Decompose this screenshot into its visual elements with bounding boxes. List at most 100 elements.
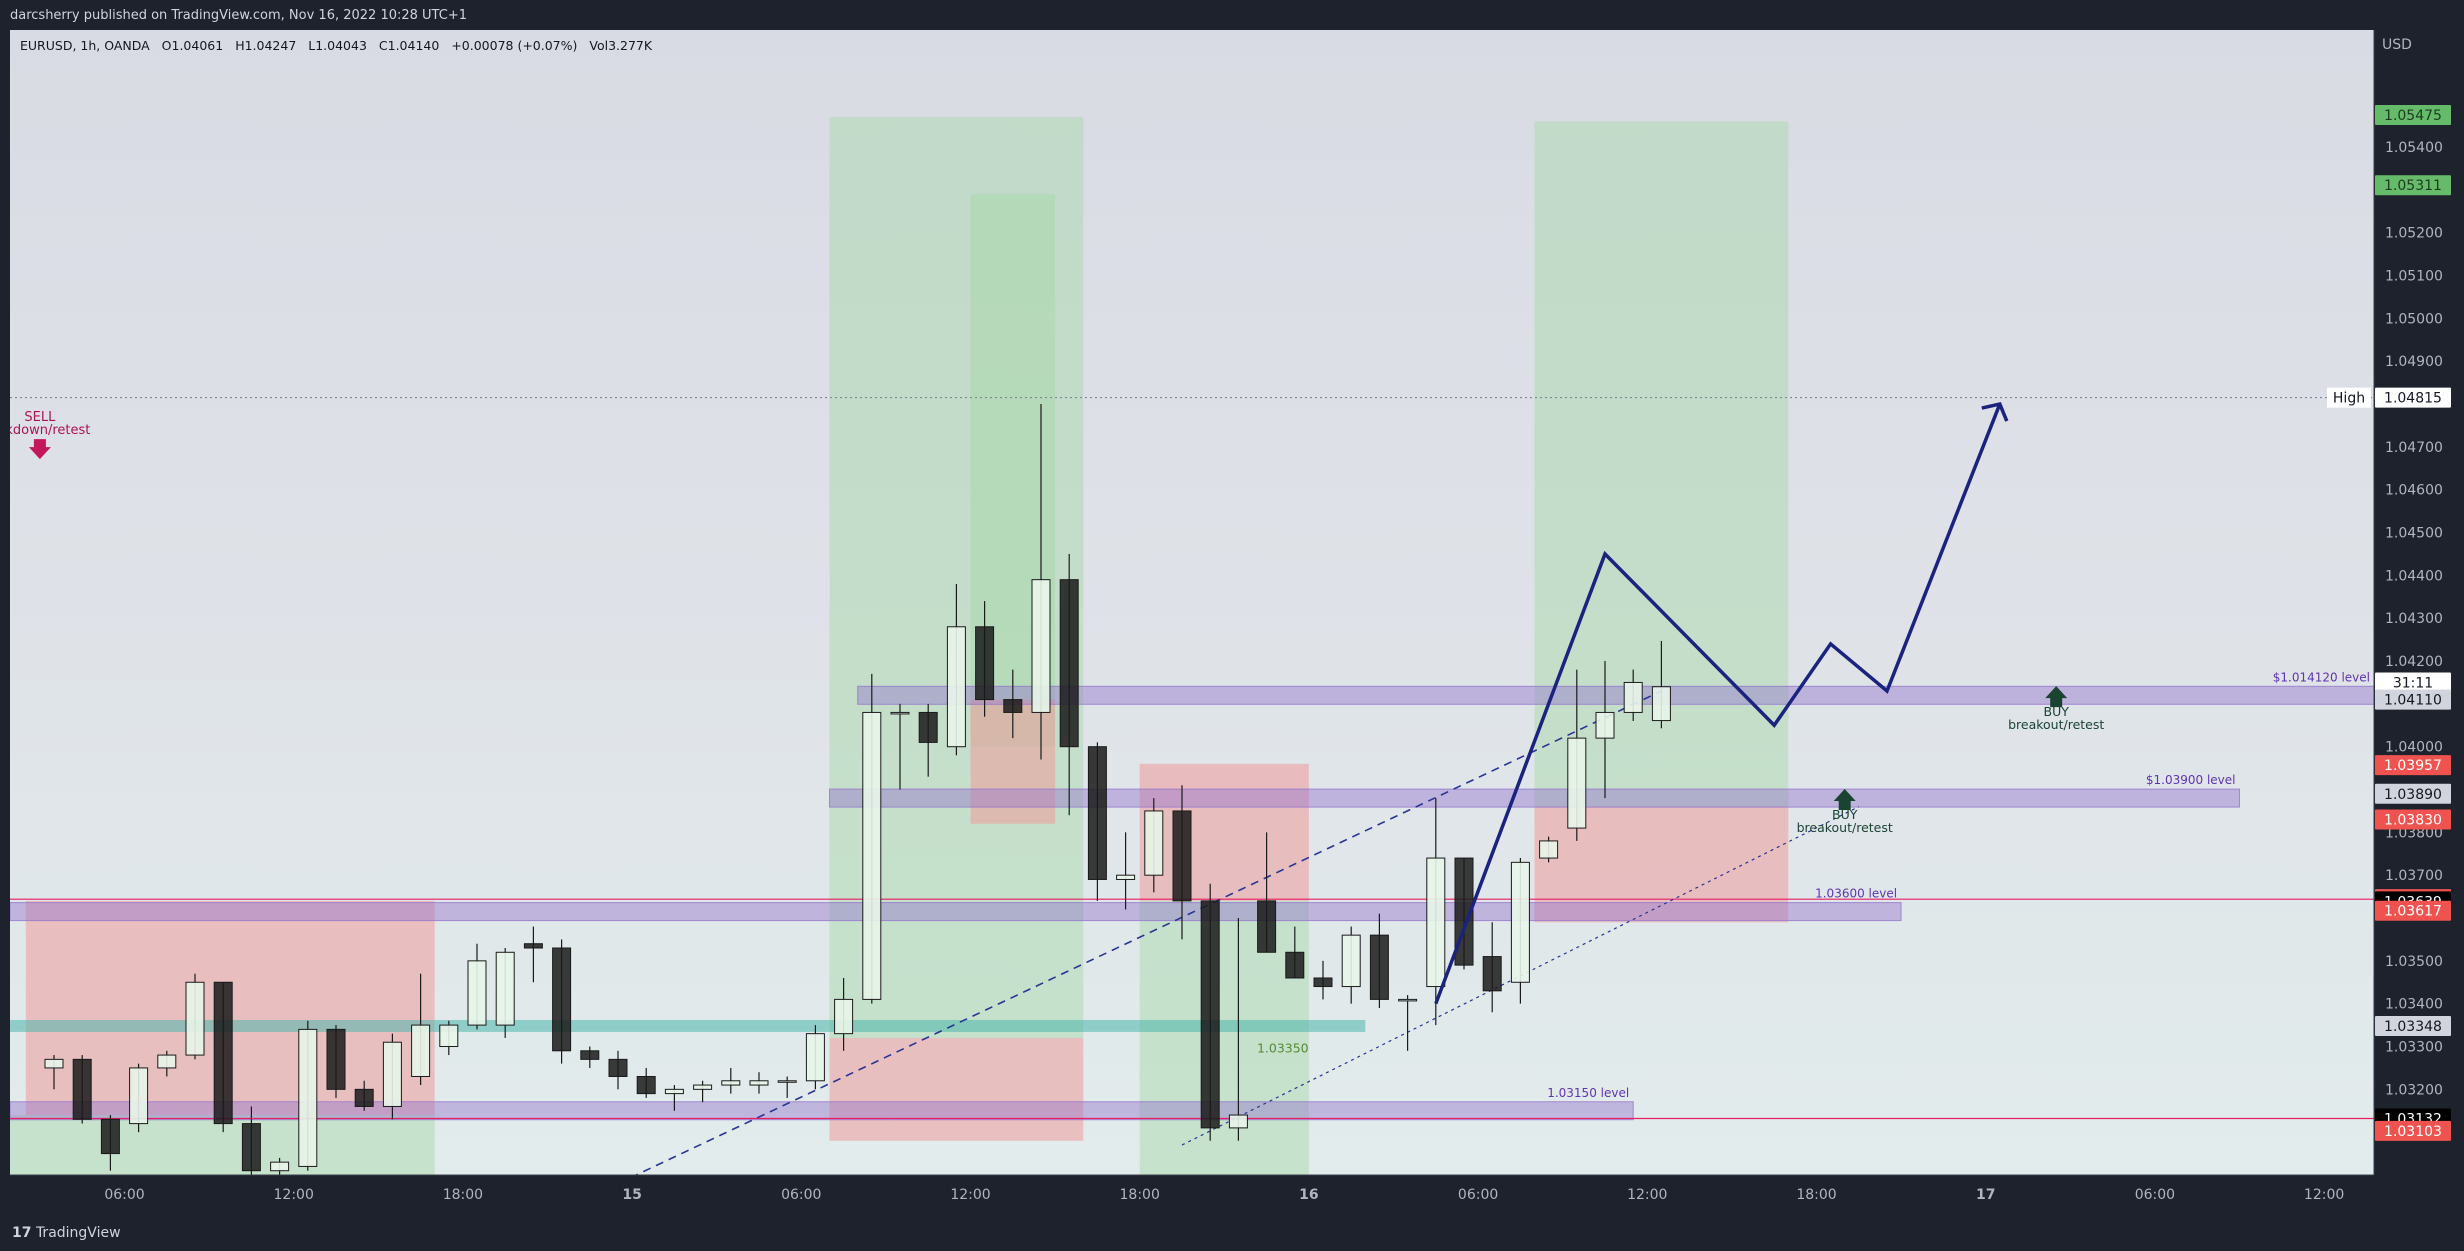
x-tick-label: 12:00 bbox=[1627, 1187, 1667, 1203]
x-tick-label: 06:00 bbox=[1458, 1187, 1498, 1203]
candle-body bbox=[411, 1024, 431, 1077]
y-axis-ticks: 1.05400 1.05200 1.05100 1.05000 1.04900 1.047… bbox=[2385, 140, 2443, 1098]
candle-body bbox=[975, 626, 995, 701]
candle-body bbox=[185, 981, 205, 1056]
x-tick-label: 12:00 bbox=[2304, 1187, 2344, 1203]
candle-body bbox=[157, 1054, 177, 1069]
candle-body bbox=[664, 1088, 684, 1095]
price-tag-bg bbox=[2375, 672, 2451, 693]
price-tag-label: 1.03890 bbox=[2384, 787, 2442, 803]
candle-body bbox=[298, 1028, 318, 1167]
price-tags: 1.05475 1.05311 1.04815 31:11 1.04110 1.03957… bbox=[2375, 104, 2451, 1141]
y-tick-label: 1.03200 bbox=[2385, 1082, 2443, 1098]
legend-change: +0.00078 (+0.07%) bbox=[451, 38, 577, 53]
y-tick-label: 1.04300 bbox=[2385, 611, 2443, 627]
y-tick-label: 1.05000 bbox=[2385, 311, 2443, 327]
price-tag-bg bbox=[2375, 104, 2451, 125]
x-tick-label: 06:00 bbox=[781, 1187, 821, 1203]
price-tag-label: 1.05475 bbox=[2384, 108, 2442, 124]
candle-body bbox=[1257, 900, 1277, 953]
y-tick-label: 1.04700 bbox=[2385, 440, 2443, 456]
x-tick-label: 18:00 bbox=[443, 1187, 483, 1203]
level-band bbox=[9, 1101, 1634, 1121]
buy-arrow-icon bbox=[2045, 686, 2068, 708]
candle-body bbox=[552, 947, 572, 1052]
left-margin bbox=[0, 30, 10, 1175]
x-tick-label: 18:00 bbox=[1120, 1187, 1160, 1203]
candle-body bbox=[354, 1088, 374, 1107]
price-tag-bg bbox=[2375, 1015, 2451, 1036]
candle-body bbox=[129, 1067, 149, 1125]
projection-layer bbox=[1434, 402, 2009, 1005]
candle-body bbox=[1087, 746, 1107, 880]
price-tag-bg bbox=[2375, 689, 2451, 710]
candle-body bbox=[1313, 977, 1333, 988]
legend-volume: Vol3.277K bbox=[589, 38, 652, 53]
candle-body bbox=[1031, 579, 1051, 713]
price-tag-label: 1.03348 bbox=[2384, 1019, 2442, 1035]
price-axis-panel[interactable] bbox=[2374, 30, 2464, 1175]
x-tick-label: 17 bbox=[1976, 1187, 1995, 1203]
candle-body bbox=[805, 1033, 825, 1082]
candle-body bbox=[749, 1080, 769, 1086]
candle-body bbox=[1595, 711, 1615, 739]
price-tag-label: 1.03617 bbox=[2384, 904, 2442, 920]
profit-zone bbox=[1139, 900, 1309, 1175]
candle-body bbox=[467, 960, 487, 1026]
candle-body bbox=[834, 998, 854, 1035]
candle-body bbox=[693, 1084, 713, 1090]
candle-body bbox=[918, 711, 938, 743]
candle-body bbox=[326, 1028, 346, 1090]
profit-zone bbox=[0, 1115, 435, 1175]
legend-symbol: EURUSD, 1h, OANDA bbox=[20, 38, 150, 53]
price-tag-label: 31:11 bbox=[2393, 675, 2433, 691]
candle-body bbox=[608, 1058, 628, 1077]
legend-open: O1.04061 bbox=[162, 38, 224, 53]
candle-body bbox=[382, 1041, 402, 1107]
candle-body bbox=[1623, 681, 1643, 713]
price-tag-bg bbox=[2375, 900, 2451, 921]
candle-body bbox=[1003, 699, 1023, 713]
legend-low: L1.04043 bbox=[308, 38, 367, 53]
tv-logo-text: TradingView bbox=[35, 1225, 121, 1241]
candle-body bbox=[100, 1118, 120, 1155]
y-tick-label: 1.04000 bbox=[2385, 740, 2443, 756]
candle-body bbox=[580, 1050, 600, 1060]
support-band bbox=[10, 1019, 1366, 1032]
buy-label: BUY bbox=[2044, 704, 2070, 719]
price-tag-bg bbox=[2375, 1120, 2451, 1141]
sell-sublabel: eakdown/retest bbox=[0, 423, 90, 438]
candle-body bbox=[439, 1024, 459, 1048]
tradingview-logo[interactable]: 𝟭𝟳 TradingView bbox=[12, 1225, 121, 1241]
level-band bbox=[857, 685, 2375, 705]
y-tick-label: 1.04400 bbox=[2385, 568, 2443, 584]
y-tick-label: 1.05100 bbox=[2385, 269, 2443, 285]
candle-body bbox=[1144, 810, 1164, 876]
projection-arrowhead bbox=[1981, 402, 2009, 422]
high-label: High bbox=[2333, 391, 2365, 407]
y-tick-label: 1.03500 bbox=[2385, 954, 2443, 970]
y-tick-label: 1.04600 bbox=[2385, 483, 2443, 499]
publish-header: darcsherry published on TradingView.com,… bbox=[0, 0, 2464, 30]
x-tick-label: 16 bbox=[1299, 1187, 1318, 1203]
level-label: 1.03600 level bbox=[1815, 887, 1897, 901]
buy-label: BUY bbox=[1832, 807, 1858, 822]
candle-body bbox=[721, 1080, 741, 1086]
time-axis-panel[interactable] bbox=[0, 1175, 2464, 1211]
sell-arrow-icon bbox=[28, 439, 51, 460]
candle-body bbox=[213, 981, 233, 1125]
price-label: 1.03350 bbox=[1257, 1041, 1309, 1056]
footer-bar: 𝟭𝟳 TradingView bbox=[0, 1211, 2464, 1251]
candle-body bbox=[72, 1058, 92, 1120]
candle-body bbox=[1651, 686, 1671, 722]
legend-high: H1.04247 bbox=[235, 38, 296, 53]
price-tag-bg bbox=[2375, 175, 2451, 196]
candle-body bbox=[523, 943, 543, 949]
price-tag-bg bbox=[2375, 783, 2451, 804]
candle-body bbox=[946, 626, 966, 748]
tv-logo-icon: 𝟭𝟳 bbox=[12, 1225, 32, 1241]
candle-body bbox=[495, 951, 515, 1026]
price-tag-label: 1.03830 bbox=[2384, 813, 2442, 829]
candle-body bbox=[1510, 861, 1530, 983]
